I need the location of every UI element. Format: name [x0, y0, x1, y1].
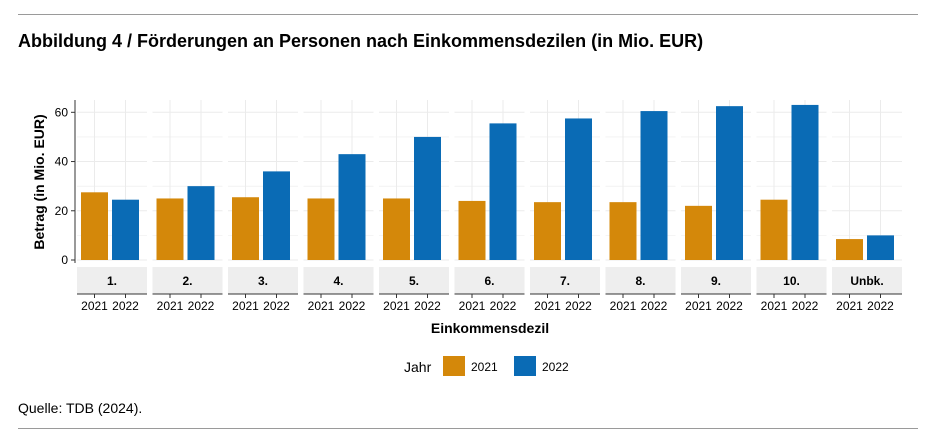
- facet-panel: 4. 2021 2022: [303, 100, 374, 313]
- x-tick-label: 2021: [81, 299, 108, 313]
- bar-2021: [760, 199, 788, 260]
- x-tick-label: 2022: [565, 299, 592, 313]
- bar-2021: [609, 202, 637, 260]
- facet-strip: [77, 267, 147, 294]
- x-tick-label: 2021: [761, 299, 788, 313]
- bar-2022: [187, 186, 215, 260]
- facet-panel: 3. 2021 2022: [228, 100, 298, 313]
- x-tick-label: 2022: [414, 299, 441, 313]
- facet-panel: 9. 2021 2022: [681, 100, 751, 313]
- legend-title: Jahr: [404, 359, 432, 375]
- x-tick-label: 2022: [641, 299, 668, 313]
- bar-2022: [791, 104, 819, 260]
- bar-2021: [156, 198, 184, 260]
- x-tick-label: 2021: [610, 299, 637, 313]
- facet-strip: [454, 267, 525, 294]
- source-note: Quelle: TDB (2024).: [18, 400, 143, 416]
- bar-2021: [383, 198, 410, 260]
- x-tick-label: 2021: [157, 299, 184, 313]
- facet-panel: 8. 2021 2022: [605, 100, 676, 313]
- x-tick-label: 2022: [792, 299, 819, 313]
- facet-strip-label: 7.: [560, 274, 570, 288]
- facet-strip: [832, 267, 902, 294]
- facet-panel: 5. 2021 2022: [379, 100, 449, 313]
- x-tick-label: 2021: [836, 299, 863, 313]
- x-tick-label: 2021: [383, 299, 410, 313]
- facet-panel: 2. 2021 2022: [152, 100, 223, 313]
- facet-strip: [152, 267, 223, 294]
- bar-2022: [489, 123, 517, 260]
- x-tick-label: 2022: [112, 299, 139, 313]
- bar-2021: [81, 192, 108, 260]
- legend: Jahr 2021 2022: [404, 356, 569, 376]
- bar-2021: [232, 197, 259, 260]
- bar-2021: [458, 200, 486, 260]
- legend-label-2022: 2022: [542, 360, 569, 374]
- bar-2022: [640, 111, 668, 260]
- facet-strip-label: 9.: [711, 274, 721, 288]
- bar-2021: [534, 202, 561, 260]
- y-tick-label: 60: [55, 105, 69, 119]
- y-tick-label: 0: [61, 253, 68, 267]
- x-tick-label: 2022: [339, 299, 366, 313]
- y-tick-label: 20: [55, 204, 69, 218]
- facet-strip-label: Unbk.: [850, 274, 883, 288]
- facet-strip: [756, 267, 827, 294]
- bottom-rule: [18, 428, 918, 429]
- bar-2022: [565, 118, 592, 260]
- facet-panel: 10. 2021 2022: [756, 100, 827, 313]
- x-axis-label: Einkommensdezil: [431, 320, 549, 336]
- top-rule: [18, 14, 918, 15]
- y-tick-label: 40: [55, 155, 69, 169]
- x-tick-label: 2022: [188, 299, 215, 313]
- bar-2022: [414, 136, 441, 260]
- facet-strip-label: 10.: [783, 274, 800, 288]
- facet-strip-label: 5.: [409, 274, 419, 288]
- bar-2021: [685, 205, 712, 260]
- x-tick-label: 2022: [263, 299, 290, 313]
- facet-strip: [605, 267, 676, 294]
- facet-strip: [530, 267, 600, 294]
- x-tick-label: 2021: [534, 299, 561, 313]
- x-tick-label: 2021: [232, 299, 259, 313]
- facet-panel: 6. 2021 2022: [454, 100, 525, 313]
- y-axis-label: Betrag (in Mio. EUR): [31, 114, 47, 249]
- bar-2022: [112, 199, 139, 260]
- legend-swatch-2022: [514, 356, 536, 376]
- x-tick-label: 2021: [308, 299, 335, 313]
- bar-2022: [867, 235, 894, 260]
- facet-panel: Unbk. 2021 2022: [832, 100, 902, 313]
- legend-swatch-2021: [443, 356, 465, 376]
- facet-panel: 1. 2021 2022: [77, 100, 147, 313]
- facet-strip: [681, 267, 751, 294]
- legend-label-2021: 2021: [471, 360, 498, 374]
- facet-strip-label: 4.: [333, 274, 343, 288]
- facet-strip-label: 6.: [484, 274, 494, 288]
- x-tick-label: 2021: [685, 299, 712, 313]
- facet-strip: [379, 267, 449, 294]
- facet-strip-label: 3.: [258, 274, 268, 288]
- bar-2021: [836, 239, 863, 260]
- bar-2021: [307, 198, 335, 260]
- figure-title: Abbildung 4 / Förderungen an Personen na…: [18, 31, 704, 51]
- x-tick-label: 2022: [716, 299, 743, 313]
- facet-strip: [228, 267, 298, 294]
- x-tick-label: 2022: [867, 299, 894, 313]
- bar-2022: [263, 171, 290, 260]
- facet-strip-label: 8.: [635, 274, 645, 288]
- bar-2022: [716, 106, 743, 261]
- facet-panel: 7. 2021 2022: [530, 100, 600, 313]
- facet-strip-label: 1.: [107, 274, 117, 288]
- facet-strip-label: 2.: [182, 274, 192, 288]
- x-tick-label: 2021: [459, 299, 486, 313]
- facet-strip: [303, 267, 374, 294]
- bar-2022: [338, 154, 366, 260]
- x-tick-label: 2022: [490, 299, 517, 313]
